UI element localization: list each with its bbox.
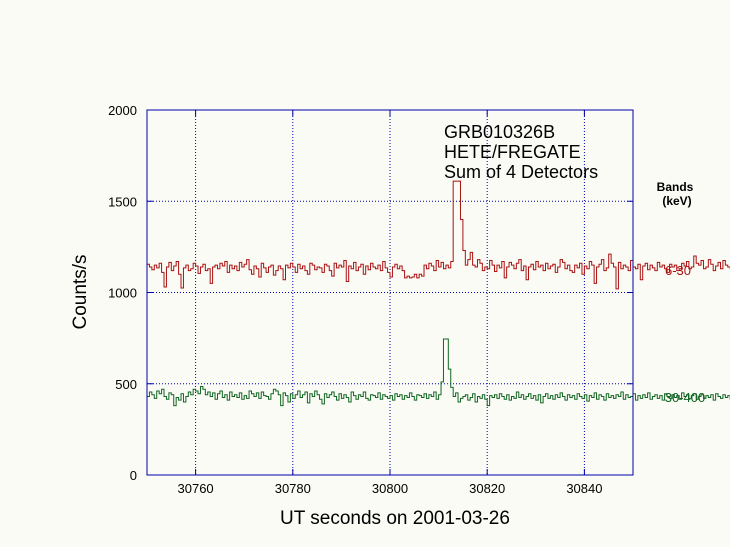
x-axis-title: UT seconds on 2001-03-26: [280, 508, 510, 529]
x-tick-label: 30800: [372, 481, 408, 496]
x-tick-label: 30780: [275, 481, 311, 496]
y-tick-label: 500: [115, 377, 137, 392]
legend-label-30-400: 30-400: [665, 390, 705, 405]
y-tick-label: 1000: [108, 286, 137, 301]
legend-title: Bands: [657, 180, 694, 194]
annotation-line-1: GRB010326B: [444, 122, 555, 142]
y-tick-label: 1500: [108, 194, 137, 209]
x-tick-label: 30760: [178, 481, 214, 496]
series-line-30-400: [147, 338, 730, 407]
legend-label-6-30: 6-30: [665, 263, 691, 278]
y-tick-label: 2000: [108, 103, 137, 118]
series-layer: [147, 180, 730, 407]
annotation-line-2: HETE/FREGATE: [444, 142, 581, 162]
x-tick-label: 30840: [566, 481, 602, 496]
series-line-6-30: [147, 180, 730, 290]
grid-lines: [147, 110, 633, 475]
y-axis-title: Counts/s: [70, 255, 91, 330]
y-tick-label: 0: [130, 468, 137, 483]
axis-ticks: 30760 30780 30800 30820 30840 0 500 1000 1500 200…: [108, 103, 633, 496]
x-tick-label: 30820: [469, 481, 505, 496]
legend-units: (keV): [662, 194, 691, 208]
annotation-line-3: Sum of 4 Detectors: [444, 162, 598, 182]
